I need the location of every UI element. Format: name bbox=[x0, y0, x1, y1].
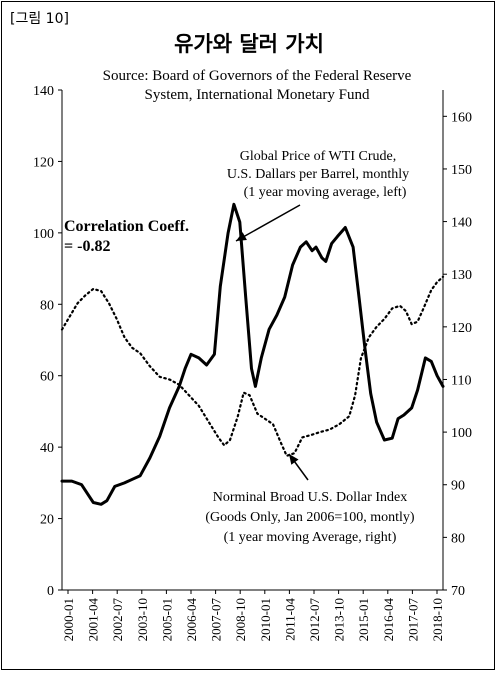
x-tick-label: 2015-01 bbox=[356, 598, 371, 641]
right-tick-label: 80 bbox=[451, 531, 465, 546]
dollar-label-line-1: Norminal Broad U.S. Dollar Index bbox=[213, 490, 407, 505]
right-tick-label: 100 bbox=[451, 426, 472, 441]
left-tick-label: 120 bbox=[33, 155, 54, 170]
dollar-index-line bbox=[60, 275, 445, 457]
dollar-label-line-2: (Goods Only, Jan 2006=100, montly) bbox=[205, 510, 415, 525]
x-tick-label: 2003-10 bbox=[135, 598, 150, 641]
figure-tag: [그림 10] bbox=[10, 11, 69, 27]
wti-arrow-shaft bbox=[235, 204, 301, 242]
x-tick-label: 2011-04 bbox=[282, 598, 297, 641]
right-tick-label: 140 bbox=[451, 216, 472, 231]
left-tick-label: 100 bbox=[33, 227, 54, 242]
wti-label-line-3: (1 year moving average, left) bbox=[244, 185, 407, 200]
right-tick-label: 160 bbox=[451, 110, 472, 125]
left-tick-label: 60 bbox=[40, 370, 54, 385]
right-tick-label: 70 bbox=[451, 584, 465, 599]
dollar-label-line-3: (1 year moving Average, right) bbox=[224, 530, 397, 545]
x-tick-label: 2006-04 bbox=[184, 598, 199, 642]
left-tick-label: 40 bbox=[40, 441, 54, 456]
dollar-arrow-head bbox=[289, 454, 299, 465]
right-tick-label: 90 bbox=[451, 479, 465, 494]
right-tick-label: 150 bbox=[451, 163, 472, 178]
correlation-label: Correlation Coeff. bbox=[64, 218, 189, 235]
wti-label-line-2: U.S. Dallars per Barrel, monthly bbox=[227, 167, 409, 182]
wti-label-line-1: Global Price of WTI Crude, bbox=[240, 149, 396, 164]
x-tick-label: 2007-07 bbox=[209, 598, 224, 642]
x-tick-label: 2001-04 bbox=[86, 598, 101, 642]
x-tick-label: 2000-01 bbox=[61, 598, 76, 641]
source-line-1: Source: Board of Governors of the Federa… bbox=[103, 68, 412, 84]
correlation-value: = -0.82 bbox=[64, 238, 110, 255]
x-tick-label: 2013-10 bbox=[332, 598, 347, 641]
x-tick-label: 2016-04 bbox=[381, 598, 396, 642]
x-tick-label: 2017-07 bbox=[405, 598, 420, 642]
axes-layer: 0 20 40 60 80 100 120 140 70 80 90 100 110 120 130 140 1… bbox=[33, 84, 472, 641]
series-layer bbox=[60, 202, 445, 506]
wti-arrow-head bbox=[236, 232, 247, 241]
x-tick-label: 2008-10 bbox=[233, 598, 248, 641]
right-tick-label: 130 bbox=[451, 268, 472, 283]
x-tick-label: 2002-07 bbox=[110, 598, 125, 642]
source-line-2: System, International Monetary Fund bbox=[145, 87, 370, 103]
left-tick-label: 20 bbox=[40, 513, 54, 528]
left-tick-label: 140 bbox=[33, 84, 54, 99]
right-tick-label: 120 bbox=[451, 321, 472, 336]
left-tick-label: 80 bbox=[40, 298, 54, 313]
left-tick-label: 0 bbox=[47, 584, 54, 599]
x-tick-label: 2018-10 bbox=[430, 598, 445, 641]
wti-price-line bbox=[60, 202, 445, 506]
x-tick-label: 2012-07 bbox=[307, 598, 322, 642]
chart-title: 유가와 달러 가치 bbox=[174, 32, 324, 56]
x-tick-label: 2005-01 bbox=[159, 598, 174, 641]
right-tick-label: 110 bbox=[451, 373, 471, 388]
x-tick-label: 2010-01 bbox=[258, 598, 273, 641]
annotation-layer: Source: Board of Governors of the Federa… bbox=[64, 68, 415, 545]
